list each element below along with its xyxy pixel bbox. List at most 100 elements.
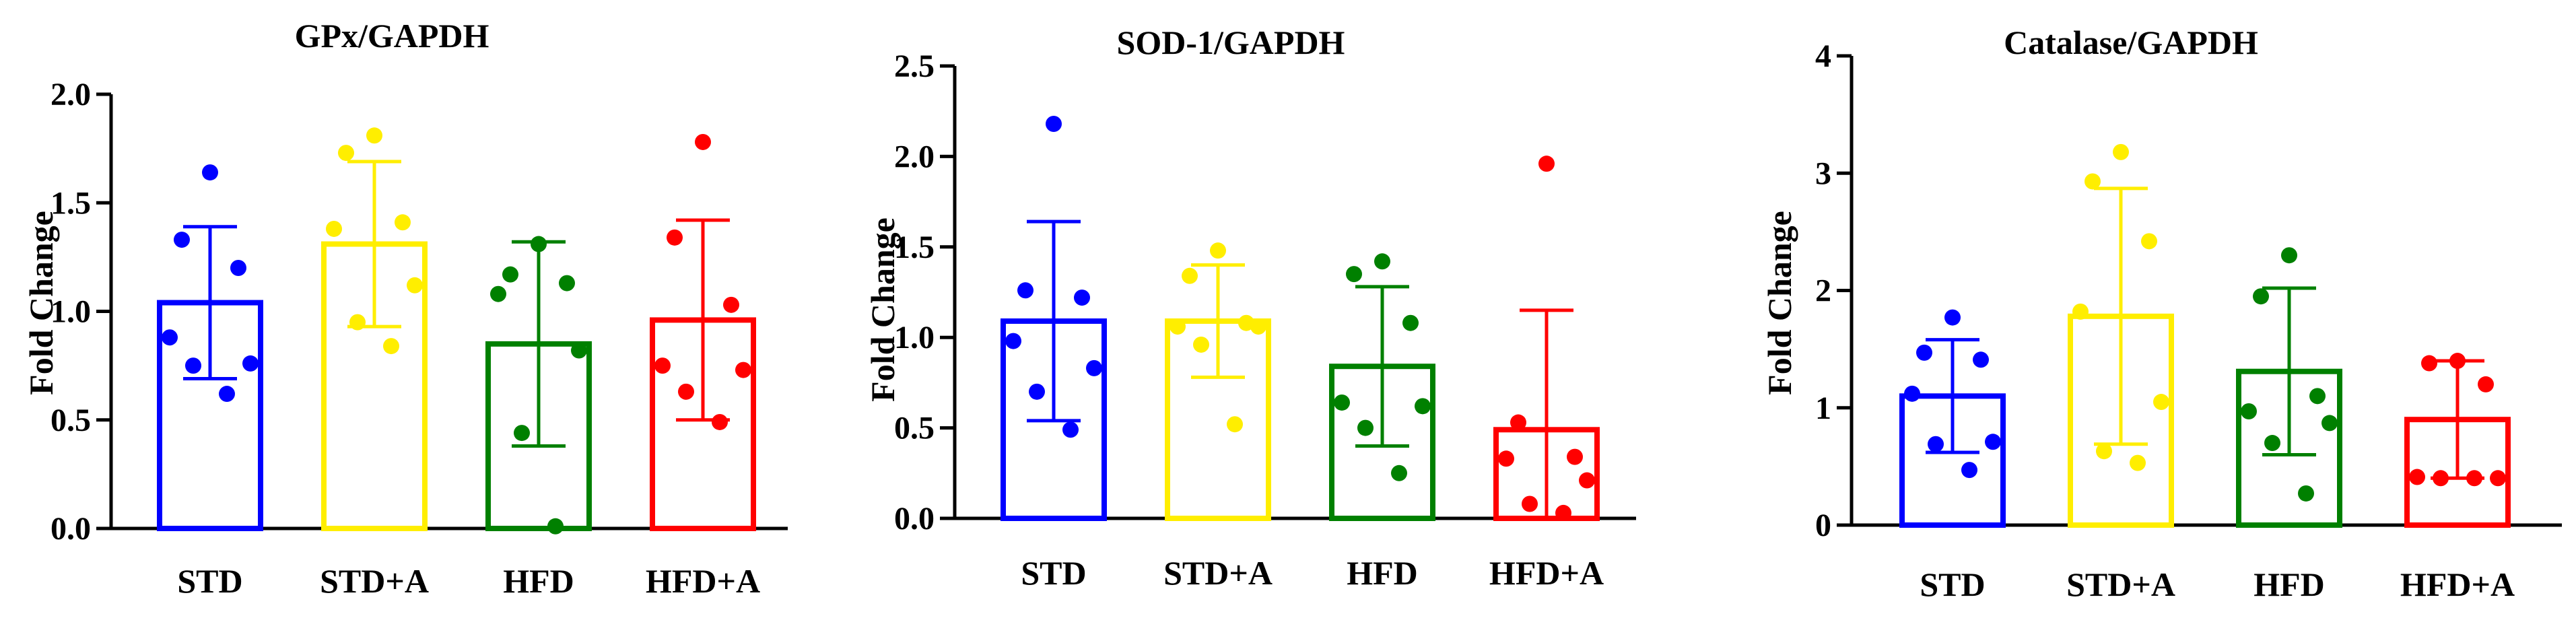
data-point [383,338,399,355]
y-tick-label: 2.0 [50,77,91,112]
data-point [219,386,235,403]
data-point [338,145,354,162]
data-point [1985,434,2001,450]
data-point [2084,173,2101,190]
chart-panel-sod1: SOD-1/GAPDH Fold Change STD STD+A HFD HF… [864,24,1636,592]
data-point [2096,443,2112,460]
data-point [1357,419,1374,436]
y-axis-label: Fold Change [22,211,60,395]
data-point [1062,421,1079,438]
data-point [1170,318,1186,335]
data-point [1346,266,1362,283]
data-point [1046,116,1062,133]
data-point [1904,385,1920,402]
data-point [242,355,259,372]
y-tick-label: 1 [1815,390,1831,426]
data-point [712,413,728,430]
data-point [502,266,518,283]
data-point [1074,289,1090,306]
data-point [1029,383,1045,400]
data-point [723,296,739,313]
data-point [695,133,711,150]
data-point [1944,309,1961,326]
data-point [2409,469,2425,485]
x-category-label: HFD [2253,565,2325,603]
x-category-label: STD+A [320,562,429,600]
data-point [1555,504,1571,521]
y-tick-label: 0 [1815,508,1831,543]
data-point [326,220,342,237]
chart-title: SOD-1/GAPDH [1117,24,1345,61]
chart-title: Catalase/GAPDH [2004,24,2258,61]
data-point [1567,448,1583,465]
x-category-label: STD [1021,554,1086,592]
data-point [1193,336,1209,353]
data-point [2433,470,2449,487]
data-point [349,314,366,331]
data-point [1210,242,1226,259]
data-point [559,275,575,291]
data-point [1227,416,1243,433]
data-point [1005,333,1021,349]
data-point [2072,303,2089,320]
data-point [571,342,587,359]
y-tick-label: 0.5 [50,403,91,438]
data-point [1510,414,1526,431]
data-point [514,425,530,442]
data-point [2449,353,2466,370]
y-tick-label: 1.5 [894,230,935,265]
x-category-label: HFD+A [646,562,760,600]
data-point [1415,398,1431,415]
data-point [654,357,671,374]
data-point [1250,318,1266,335]
x-category-label: STD+A [2066,565,2175,603]
data-point [735,362,751,378]
data-point [230,260,246,276]
data-point [1538,156,1555,172]
data-point [407,277,423,294]
data-point [202,164,218,181]
data-point [1928,436,1944,452]
data-point [1522,495,1538,512]
data-point [1916,344,1932,361]
y-tick-label: 2 [1815,273,1831,309]
x-category-label: STD [1920,565,1985,603]
data-point [395,214,411,231]
y-tick-label: 3 [1815,156,1831,191]
data-point [2241,403,2257,419]
data-point [2321,415,2338,432]
data-point [547,518,564,535]
data-point [667,229,683,246]
x-category-label: STD+A [1163,554,1273,592]
data-point [2141,233,2157,250]
x-category-label: HFD+A [2400,565,2515,603]
y-axis-label: Fold Change [1761,211,1798,395]
y-tick-label: 0.0 [894,501,935,537]
data-point [366,127,382,144]
data-point [1017,282,1033,299]
data-point [185,357,201,374]
data-point [2153,394,2169,411]
y-axis-label: Fold Change [864,217,902,402]
data-point [2264,435,2280,452]
data-point [2478,376,2494,392]
y-tick-label: 0.0 [50,511,91,547]
data-point [1579,472,1595,489]
data-point [162,329,178,346]
data-point [2130,454,2146,471]
data-point [1334,394,1350,411]
y-tick-label: 4 [1815,38,1831,74]
data-point [2298,485,2314,502]
x-category-label: HFD [1347,554,1418,592]
data-point [2309,388,2326,405]
x-category-label: HFD [503,562,574,600]
data-point [1391,465,1407,481]
data-point [1498,450,1514,467]
chart-title: GPx/GAPDH [295,17,489,55]
data-point [490,285,506,302]
y-tick-label: 1.5 [50,185,91,221]
chart-panel-catalase: Catalase/GAPDH Fold Change STD STD+A HFD… [1761,24,2562,603]
y-tick-label: 2.0 [894,139,935,174]
y-tick-label: 1.0 [894,320,935,355]
